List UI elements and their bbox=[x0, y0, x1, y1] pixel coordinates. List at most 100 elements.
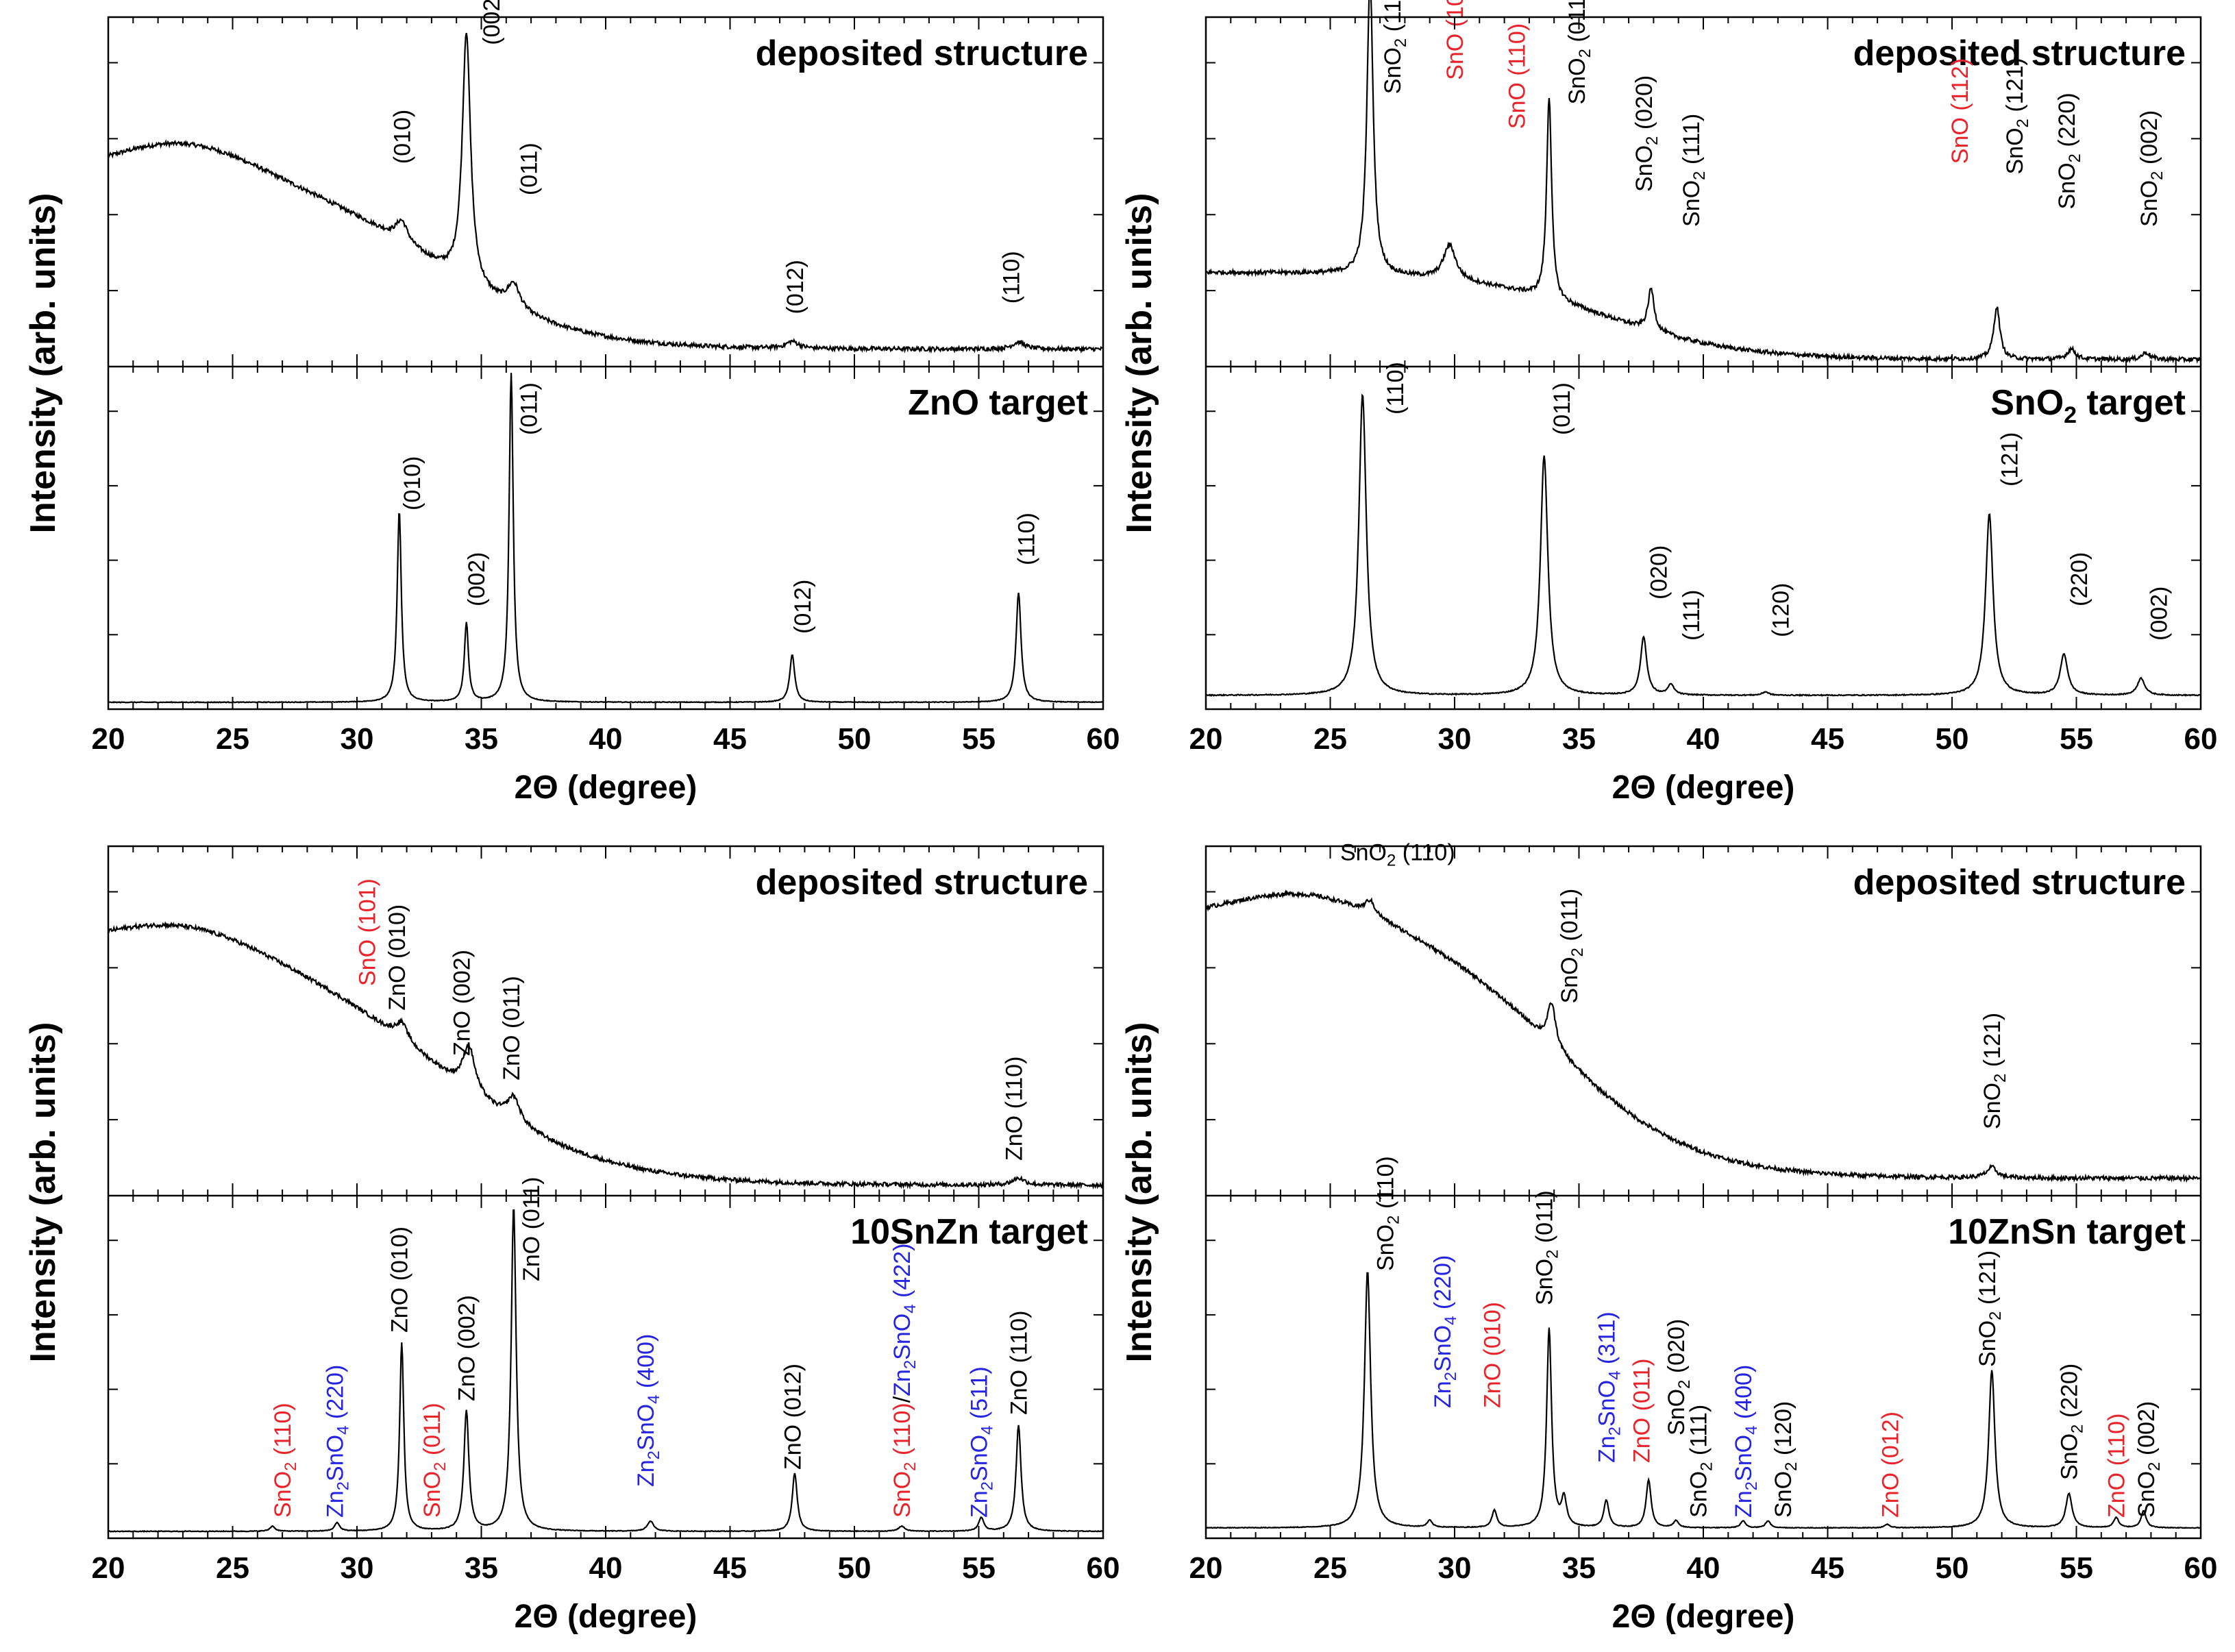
label-subscript: 4 bbox=[645, 1395, 663, 1404]
label-subscript: 2 bbox=[1392, 38, 1410, 47]
label-part: ZnO (010) bbox=[1479, 1302, 1505, 1408]
peak-label: ZnO (010) bbox=[384, 904, 410, 1011]
x-tick-label: 35 bbox=[1562, 1551, 1596, 1585]
peak-label: (110) bbox=[1013, 513, 1039, 565]
x-tick-label: 40 bbox=[1687, 1551, 1720, 1585]
xrd-trace bbox=[1205, 393, 2201, 697]
label-part: (011) bbox=[1557, 889, 1583, 948]
label-part: SnO bbox=[1679, 180, 1705, 227]
x-tick-label: 25 bbox=[1313, 1551, 1347, 1585]
peak-label: (012) bbox=[782, 260, 808, 314]
label-part: (400) bbox=[633, 1334, 659, 1395]
label-subscript: 2 bbox=[1442, 1372, 1460, 1381]
label-part: ZnO (002) bbox=[449, 950, 475, 1056]
x-tick-label: 35 bbox=[465, 722, 498, 756]
label-subscript: 2 bbox=[282, 1462, 300, 1471]
peak-label: Zn2SnO4 (220) bbox=[1430, 1255, 1460, 1408]
label-part: SnO bbox=[2054, 162, 2080, 209]
peak-label: SnO2 (111) bbox=[1679, 114, 1709, 227]
xrd-trace bbox=[108, 32, 1103, 354]
label-subscript: 2 bbox=[2014, 119, 2032, 127]
panel-title: 10ZnSn target bbox=[1948, 1212, 2186, 1252]
label-part: (121) bbox=[1975, 1250, 2001, 1311]
peak-label: SnO2 (121) bbox=[2002, 58, 2032, 174]
label-part: (121) bbox=[2002, 58, 2028, 119]
peak-label: SnO2 (002) bbox=[2134, 1401, 2164, 1518]
x-tick-label: 30 bbox=[1438, 722, 1472, 756]
label-part: ZnO (002) bbox=[454, 1295, 480, 1401]
label-subscript: 2 bbox=[1643, 136, 1662, 145]
peak-label: ZnO (002) bbox=[454, 1295, 480, 1401]
label-part: SnO bbox=[2057, 1433, 2083, 1480]
x-axis-label: 2Θ (degree) bbox=[515, 769, 697, 806]
x-tick-label: 25 bbox=[1313, 722, 1347, 756]
peak-label: SnO2 (011) bbox=[1564, 0, 1594, 105]
label-part: ZnO (011) bbox=[499, 976, 525, 1080]
label-part: (220) bbox=[2057, 1364, 2083, 1425]
label-part: SnO bbox=[889, 1314, 915, 1360]
label-subscript: 2 bbox=[1675, 1380, 1694, 1389]
label-part: (220) bbox=[322, 1365, 348, 1426]
peak-label: Zn2SnO4 (400) bbox=[633, 1334, 663, 1487]
label-part: (011) bbox=[1564, 0, 1590, 49]
label-part: (010) bbox=[389, 110, 415, 164]
peak-label: Zn2SnO4 (400) bbox=[1731, 1365, 1761, 1518]
deposited-panel: deposited structure SnO (101) ZnO (010) ZnO… bbox=[108, 846, 1104, 1196]
label-subscript: 2 bbox=[1690, 171, 1709, 180]
label-part: SnO bbox=[1372, 1224, 1398, 1271]
label-part: SnO bbox=[1557, 957, 1583, 1003]
label-part: (002) bbox=[2136, 110, 2162, 171]
label-part: (120) bbox=[1770, 1401, 1796, 1462]
x-tick-label: 55 bbox=[2060, 1551, 2093, 1585]
peak-label: SnO2 (110) bbox=[1340, 839, 1455, 870]
label-part: SnO bbox=[1975, 1320, 2001, 1367]
label-part: (110) bbox=[999, 251, 1025, 304]
label-part: ZnO (110) bbox=[1001, 1057, 1027, 1161]
peak-label: ZnO (010) bbox=[387, 1226, 413, 1333]
label-part: SnO bbox=[270, 1471, 296, 1518]
deposited-panel: deposited structure (010) (002) (011) (012) (… bbox=[108, 0, 1104, 367]
label-part: SnO bbox=[1594, 1380, 1620, 1427]
label-subscript: 4 bbox=[978, 1426, 997, 1435]
peak-label: (002) bbox=[479, 0, 505, 45]
label-part: (002) bbox=[2146, 587, 2172, 641]
label-part: SnO bbox=[1631, 145, 1657, 192]
x-tick-label: 60 bbox=[1087, 1551, 1120, 1585]
target-panel: (110) (011)(020)(111) (120)(121)(220)(002) bbox=[1205, 362, 2201, 709]
peak-label: ZnO (110) bbox=[2104, 1414, 2130, 1518]
y-axis-label: Intensity (arb. units) bbox=[1120, 193, 1159, 534]
label-part: ZnO (110) bbox=[1007, 1311, 1033, 1415]
peak-label: SnO2 (121) bbox=[1975, 1250, 2005, 1367]
label-part: SnO bbox=[1564, 58, 1590, 104]
label-part: (422) bbox=[889, 1244, 915, 1305]
label-part: (012) bbox=[782, 260, 808, 314]
x-tick-label: 20 bbox=[1189, 722, 1223, 756]
label-part: (020) bbox=[1631, 75, 1657, 136]
x-tick-label: 50 bbox=[1936, 1551, 1969, 1585]
label-part: (121) bbox=[1997, 432, 2023, 486]
label-part: SnO bbox=[1532, 1259, 1558, 1305]
peak-label: (110) bbox=[999, 251, 1025, 304]
xrd-trace bbox=[108, 921, 1104, 1190]
x-tick-label: 60 bbox=[2184, 1551, 2218, 1585]
peak-label: (011) bbox=[1549, 382, 1575, 435]
label-part: SnO (101) bbox=[355, 878, 381, 986]
peak-label: SnO2 (121) bbox=[1979, 1013, 2010, 1129]
label-part: SnO bbox=[322, 1435, 348, 1481]
label-subscript: 2 bbox=[1991, 1074, 2010, 1083]
label-part: ZnO (010) bbox=[384, 904, 410, 1011]
label-part: (220) bbox=[2054, 93, 2080, 153]
label-part: ZnO (012) bbox=[1877, 1411, 1903, 1518]
label-part: (511) bbox=[967, 1366, 993, 1425]
xrd-trace bbox=[108, 1209, 1104, 1533]
label-part: (011) bbox=[516, 143, 542, 195]
panel-title: 10SnZn target bbox=[850, 1212, 1088, 1252]
label-part: (002) bbox=[479, 0, 505, 45]
label-subscript: 2 bbox=[1605, 1427, 1624, 1435]
label-part: (110) bbox=[1372, 1156, 1398, 1215]
label-part: (400) bbox=[1731, 1365, 1757, 1426]
label-part: (002) bbox=[2134, 1401, 2160, 1462]
